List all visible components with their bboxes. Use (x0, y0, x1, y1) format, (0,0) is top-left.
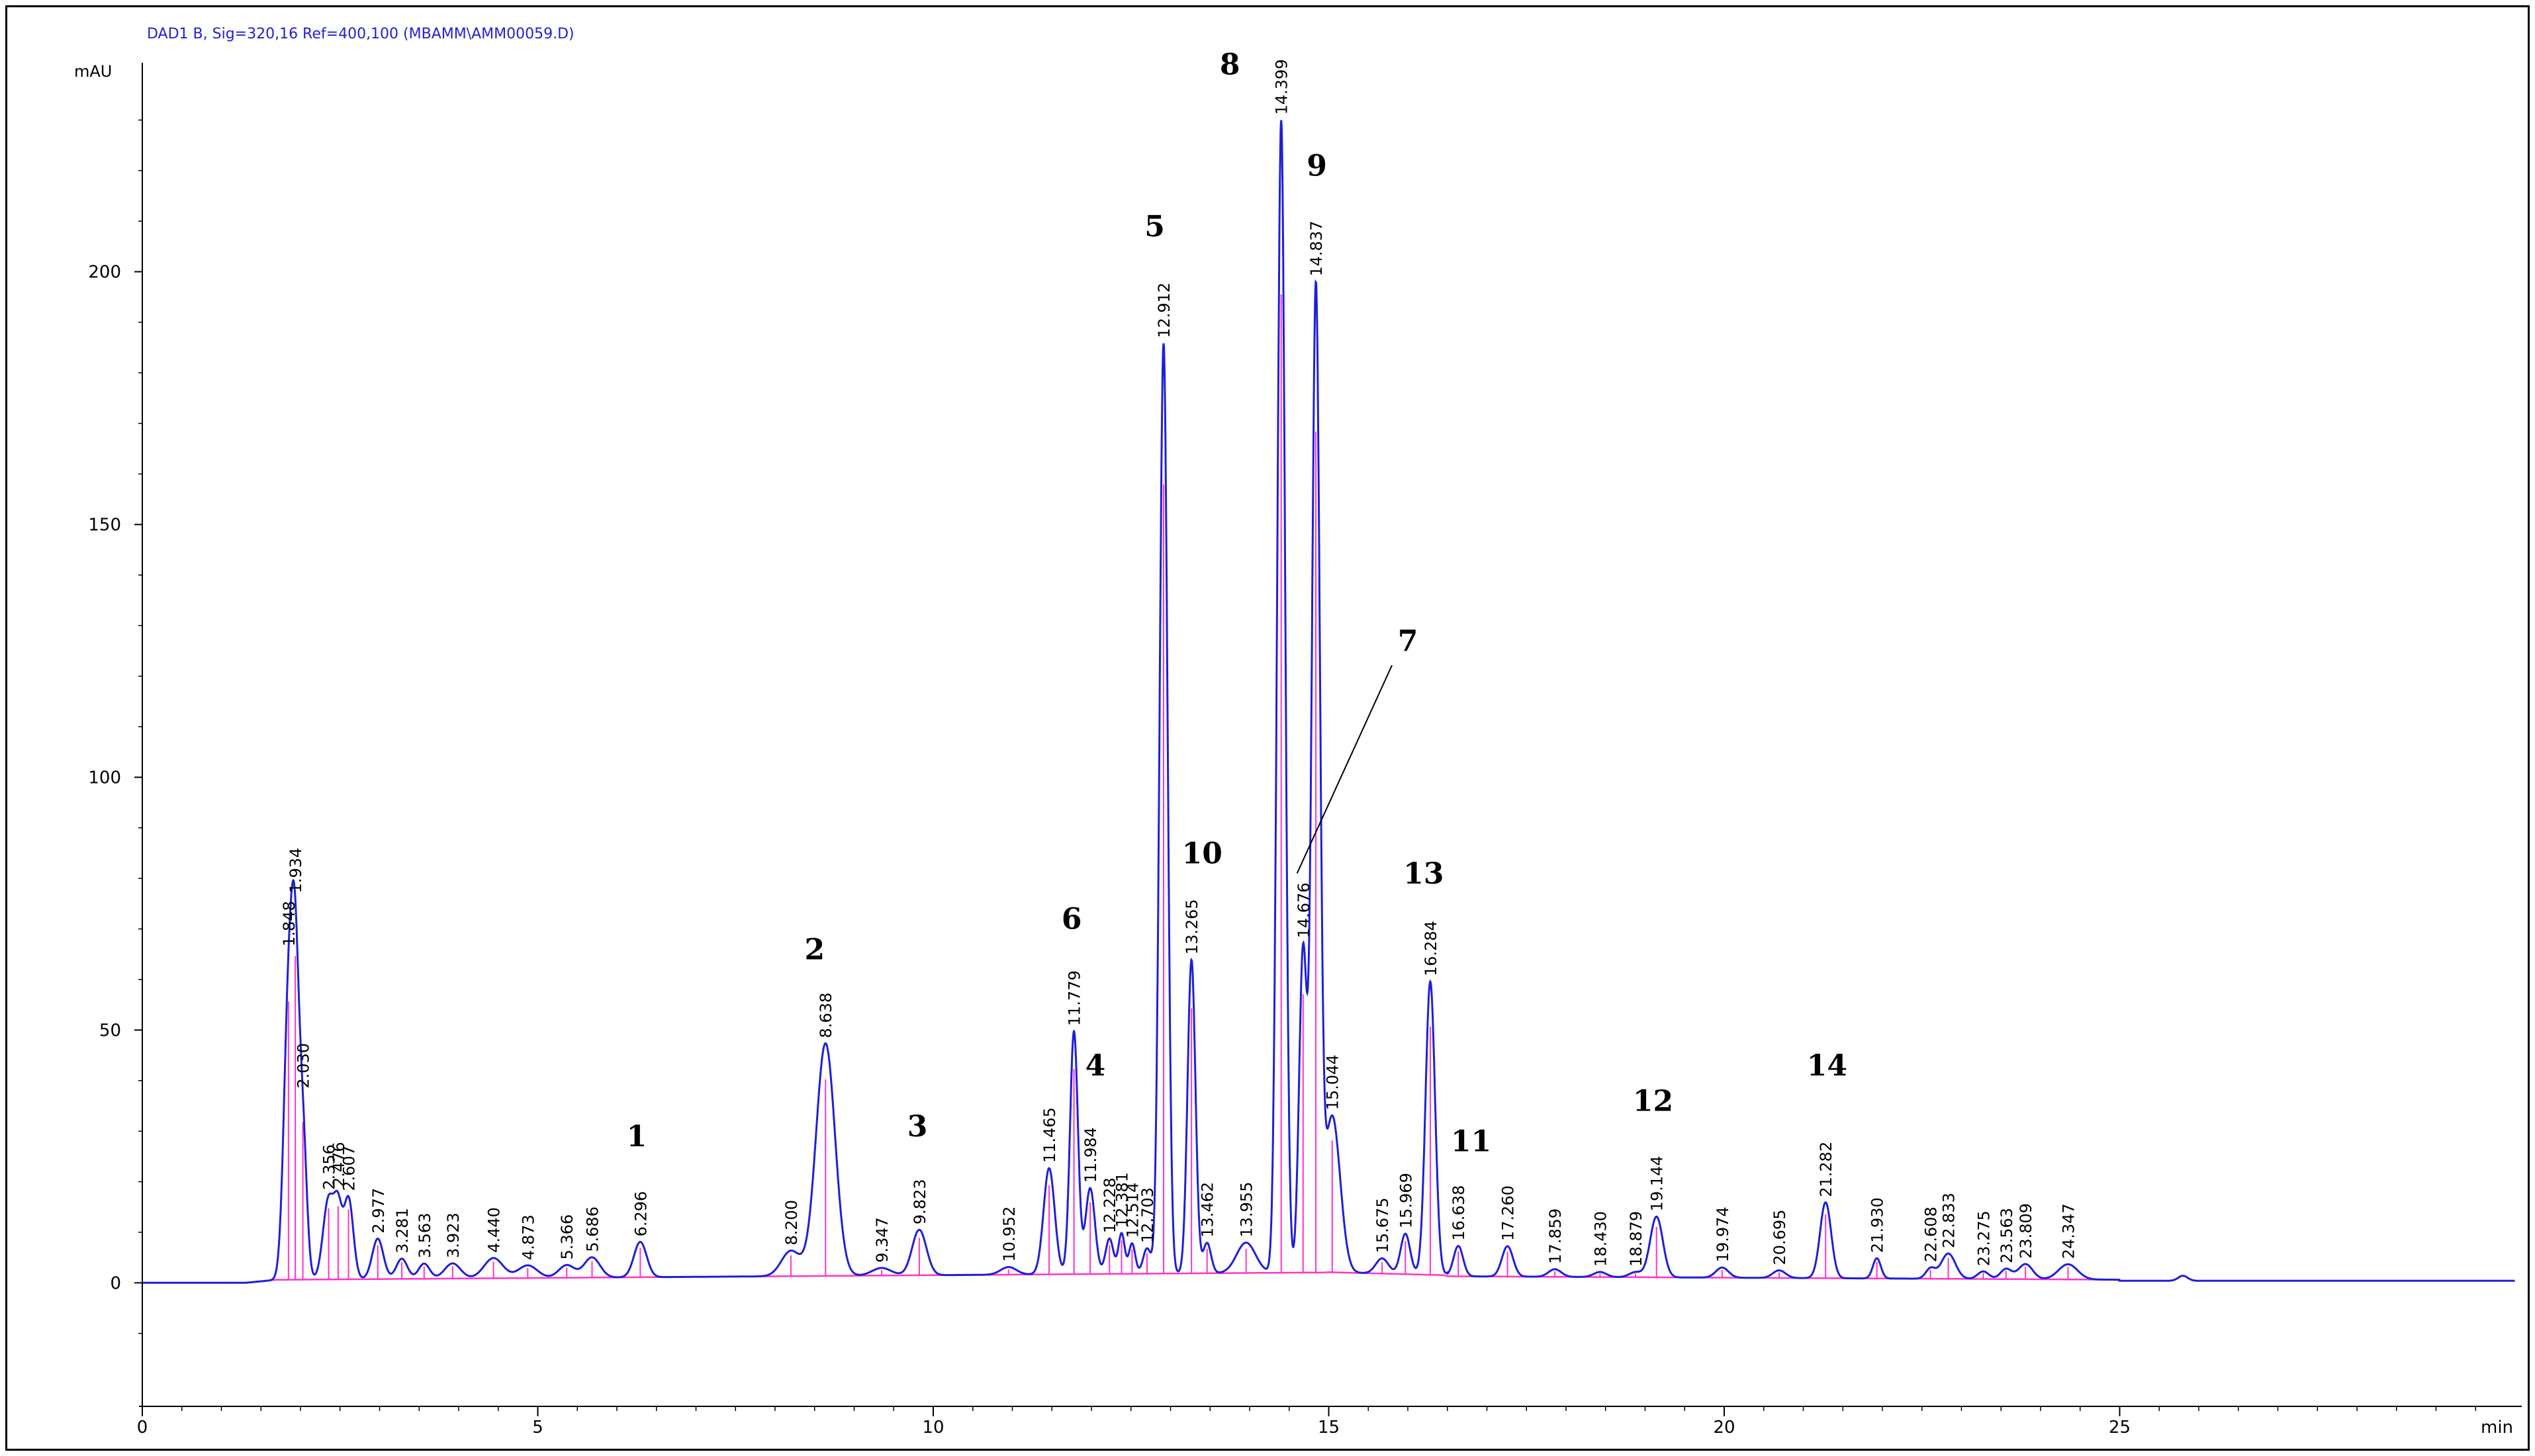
retention-time-label: 12.703 (1138, 1187, 1157, 1243)
retention-time-label: 4.873 (519, 1214, 537, 1260)
retention-time-label: 12.514 (1123, 1183, 1142, 1238)
retention-time-label: 16.284 (1422, 921, 1440, 976)
retention-time-label: 17.859 (1546, 1208, 1565, 1264)
retention-time-label: 12.381 (1113, 1172, 1132, 1228)
retention-time-label: 11.465 (1040, 1107, 1059, 1163)
retention-time-label: 11.984 (1082, 1127, 1100, 1183)
compound-7-leader-line (1296, 664, 1393, 874)
retention-time-label: 5.366 (558, 1214, 576, 1260)
retention-time-label: 15.969 (1397, 1173, 1415, 1228)
retention-time-label: 19.144 (1648, 1156, 1667, 1211)
retention-time-label: 2.977 (369, 1188, 388, 1234)
retention-time-label: 15.675 (1373, 1197, 1392, 1253)
retention-time-label: 17.260 (1499, 1185, 1518, 1241)
retention-time-label: 3.281 (393, 1208, 412, 1253)
compound-label-5: 5 (1144, 210, 1165, 244)
y-tick-label: 0 (110, 1273, 121, 1293)
compound-label-13: 13 (1403, 857, 1444, 891)
retention-time-label: 13.265 (1183, 899, 1201, 954)
signal-header: DAD1 B, Sig=320,16 Ref=400,100 (MBAMM\AM… (147, 26, 575, 42)
x-tick-label: 5 (532, 1418, 543, 1437)
retention-time-label: 10.952 (1000, 1206, 1019, 1262)
retention-time-label: 12.912 (1155, 283, 1174, 338)
retention-time-label: 14.399 (1273, 59, 1291, 114)
retention-time-label: 2.607 (340, 1146, 359, 1191)
y-tick-label: 150 (88, 516, 121, 535)
retention-time-label: 1.848 (280, 901, 299, 946)
retention-time-label: 16.638 (1450, 1185, 1468, 1241)
compound-label-9: 9 (1307, 149, 1327, 183)
retention-time-label: 9.347 (873, 1217, 892, 1263)
compound-label-8: 8 (1220, 48, 1240, 82)
chromatogram-trace (142, 120, 2515, 1284)
compound-label-11: 11 (1451, 1125, 1491, 1159)
retention-time-label: 21.282 (1817, 1142, 1835, 1197)
retention-time-label: 18.879 (1627, 1211, 1645, 1267)
retention-time-label: 22.833 (1940, 1193, 1959, 1248)
retention-time-label: 2.030 (295, 1043, 313, 1089)
compound-label-6: 6 (1062, 903, 1082, 936)
retention-time-label: 4.440 (485, 1207, 504, 1253)
retention-time-label: 3.923 (444, 1212, 463, 1258)
x-tick-label: 25 (2109, 1418, 2131, 1437)
retention-time-label: 8.638 (817, 993, 835, 1038)
x-axis-unit-label: min (2481, 1418, 2513, 1437)
retention-time-label: 24.347 (2059, 1203, 2078, 1259)
integration-baseline (269, 1271, 2132, 1282)
x-tick-label: 0 (137, 1418, 148, 1437)
compound-label-12: 12 (1633, 1085, 1673, 1118)
compound-label-14: 14 (1807, 1049, 1847, 1083)
retention-time-label: 18.430 (1591, 1211, 1610, 1267)
retention-time-label: 9.823 (911, 1179, 929, 1224)
x-tick-label: 10 (922, 1418, 944, 1437)
compound-label-2: 2 (804, 933, 825, 966)
y-tick-label: 50 (99, 1021, 121, 1040)
retention-time-label: 3.563 (416, 1213, 434, 1259)
chart-frame (5, 5, 2530, 1451)
retention-time-label: 2.476 (330, 1142, 348, 1187)
compound-label-4: 4 (1085, 1049, 1106, 1083)
retention-time-label: 1.934 (287, 848, 305, 893)
compound-label-1: 1 (627, 1120, 647, 1154)
integration-droplines-group (287, 294, 2069, 1280)
x-tick-label: 20 (1713, 1418, 1735, 1437)
y-axis-unit-label: mAU (74, 62, 112, 81)
retention-time-label: 14.676 (1295, 882, 1313, 938)
retention-time-label: 13.955 (1238, 1182, 1256, 1238)
retention-time-label: 11.779 (1066, 970, 1084, 1026)
retention-time-label: 21.930 (1868, 1197, 1887, 1253)
retention-time-label: 13.462 (1199, 1182, 1217, 1238)
y-tick-label: 200 (88, 263, 121, 283)
x-tick-label: 15 (1318, 1418, 1340, 1437)
integration-baseline-group (269, 1271, 2132, 1282)
retention-time-label: 20.695 (1771, 1210, 1789, 1265)
retention-time-label: 15.044 (1324, 1054, 1342, 1110)
retention-time-label: 2.356 (320, 1144, 339, 1190)
retention-time-label: 5.686 (583, 1206, 602, 1252)
compound-label-7: 7 (1398, 624, 1418, 658)
retention-time-label: 23.563 (1998, 1208, 2016, 1263)
compound-label-10: 10 (1182, 837, 1222, 870)
retention-time-label: 19.974 (1714, 1206, 1732, 1262)
compound-label-3: 3 (907, 1110, 928, 1144)
retention-time-label: 12.228 (1101, 1177, 1119, 1233)
retention-time-label: 23.809 (2017, 1203, 2035, 1259)
retention-time-label: 6.296 (631, 1191, 650, 1237)
retention-time-label: 14.837 (1307, 221, 1326, 277)
retention-time-label: 23.275 (1974, 1210, 1993, 1266)
retention-time-label: 22.608 (1922, 1206, 1941, 1262)
y-tick-label: 100 (88, 768, 121, 788)
retention-time-label: 8.200 (782, 1200, 801, 1246)
